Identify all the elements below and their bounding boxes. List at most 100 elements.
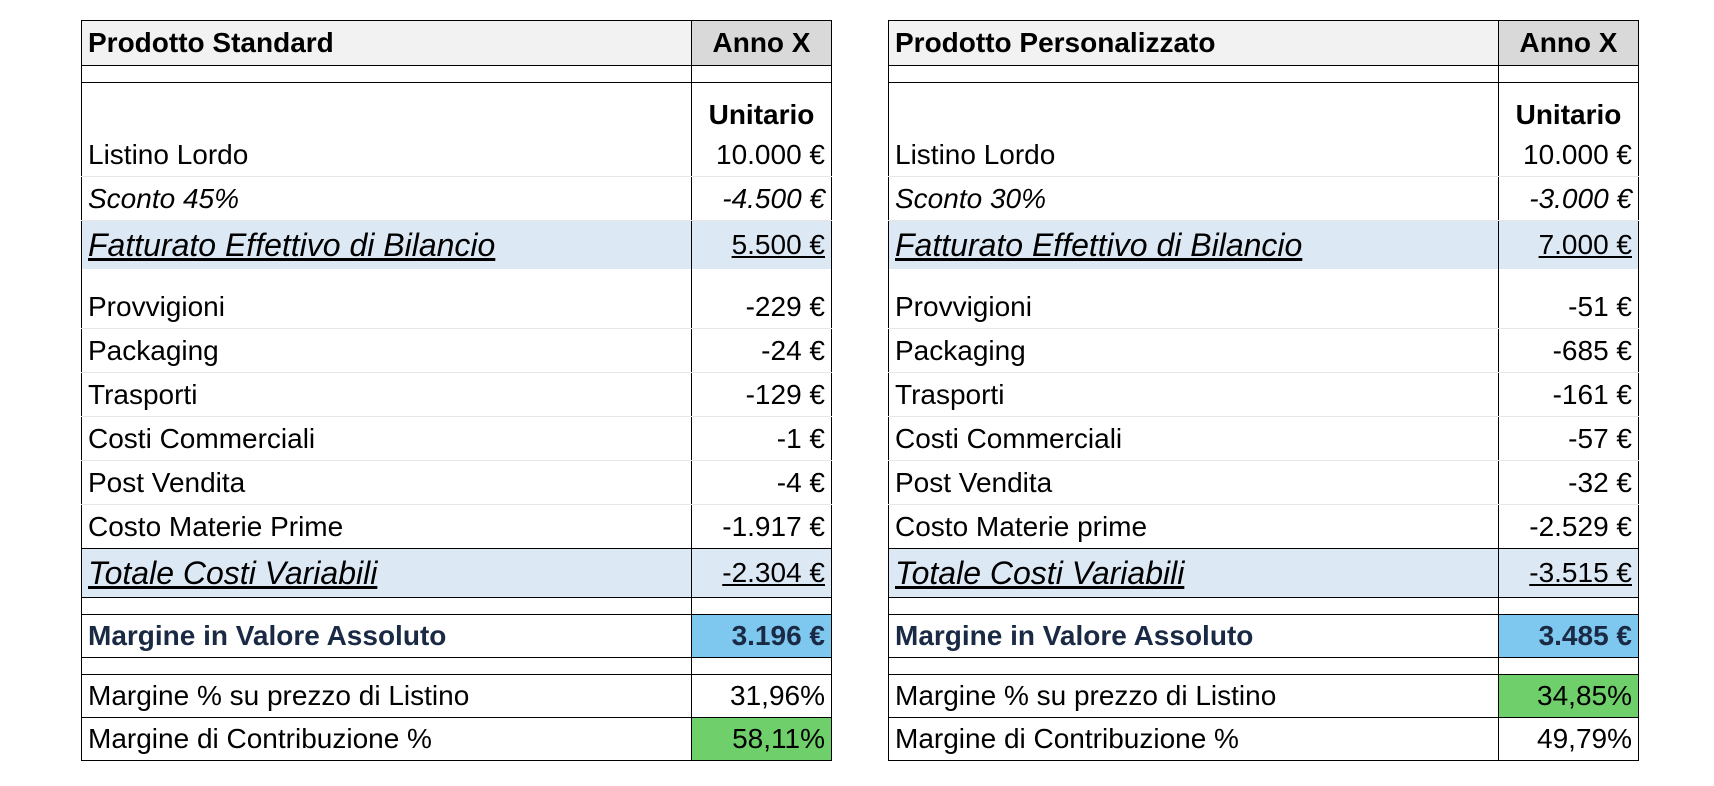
table-prodotto-standard: Prodotto Standard Anno X Unitario Listin… xyxy=(81,20,832,761)
table-row: Costi Commerciali -1 € xyxy=(81,416,832,461)
row-label: Provvigioni xyxy=(888,285,1499,329)
table-prodotto-personalizzato: Prodotto Personalizzato Anno X Unitario … xyxy=(888,20,1639,761)
row-value: -3.000 € xyxy=(1498,176,1639,221)
totale-value: -2.304 € xyxy=(691,548,832,598)
header-row: Prodotto Personalizzato Anno X xyxy=(888,20,1639,66)
spacer-cell xyxy=(691,269,832,285)
row-label: Post Vendita xyxy=(81,460,692,505)
row-label: Packaging xyxy=(81,328,692,373)
margine-listino-row: Margine % su prezzo di Listino 34,85% xyxy=(888,674,1639,718)
fatturato-value: 7.000 € xyxy=(1498,220,1639,269)
fatturato-label-text: Fatturato Effettivo di Bilancio xyxy=(895,226,1303,263)
margine-listino-row: Margine % su prezzo di Listino 31,96% xyxy=(81,674,832,718)
row-value: -229 € xyxy=(691,285,832,329)
unit-row: Unitario xyxy=(81,82,832,133)
fatturato-label: Fatturato Effettivo di Bilancio xyxy=(81,220,692,269)
spacer-cell xyxy=(81,657,692,675)
unit-header: Unitario xyxy=(691,82,832,133)
spacer-cell xyxy=(888,597,1499,615)
row-label: Costo Materie Prime xyxy=(81,504,692,549)
margine-listino-value: 31,96% xyxy=(691,674,832,718)
spacer-cell xyxy=(81,65,692,83)
fatturato-value-text: 5.500 € xyxy=(731,229,825,260)
spacer-cell xyxy=(691,657,832,675)
row-label: Trasporti xyxy=(888,372,1499,417)
row-value: -24 € xyxy=(691,328,832,373)
row-label: Listino Lordo xyxy=(81,133,692,177)
spacer-cell xyxy=(1498,597,1639,615)
margine-value: 3.196 € xyxy=(691,614,832,658)
row-value: 10.000 € xyxy=(1498,133,1639,177)
table-row: Provvigioni -229 € xyxy=(81,285,832,329)
row-label: Packaging xyxy=(888,328,1499,373)
margine-label: Margine in Valore Assoluto xyxy=(888,614,1499,658)
header-row: Prodotto Standard Anno X xyxy=(81,20,832,66)
row-value: -2.529 € xyxy=(1498,504,1639,549)
spacer-cell xyxy=(691,597,832,615)
row-value: -4 € xyxy=(691,460,832,505)
margine-contribuzione-row: Margine di Contribuzione % 49,79% xyxy=(888,717,1639,761)
fatturato-row: Fatturato Effettivo di Bilancio 7.000 € xyxy=(888,220,1639,269)
totale-row: Totale Costi Variabili -3.515 € xyxy=(888,548,1639,598)
row-label: Post Vendita xyxy=(888,460,1499,505)
margine-listino-label: Margine % su prezzo di Listino xyxy=(81,674,692,718)
table-row: Sconto 45% -4.500 € xyxy=(81,176,832,221)
period-header: Anno X xyxy=(1498,20,1639,66)
table-row: Costo Materie Prime -1.917 € xyxy=(81,504,832,549)
period-header: Anno X xyxy=(691,20,832,66)
totale-label: Totale Costi Variabili xyxy=(888,548,1499,598)
spacer-cell xyxy=(81,269,692,285)
row-value: -1 € xyxy=(691,416,832,461)
table-title: Prodotto Standard xyxy=(81,20,692,66)
totale-value-text: -3.515 € xyxy=(1529,557,1632,588)
row-value: -161 € xyxy=(1498,372,1639,417)
fatturato-label: Fatturato Effettivo di Bilancio xyxy=(888,220,1499,269)
row-value: -32 € xyxy=(1498,460,1639,505)
spacer-cell xyxy=(81,597,692,615)
row-label: Costi Commerciali xyxy=(81,416,692,461)
margine-label: Margine in Valore Assoluto xyxy=(81,614,692,658)
spacer-cell xyxy=(1498,657,1639,675)
row-label: Provvigioni xyxy=(81,285,692,329)
margine-value: 3.485 € xyxy=(1498,614,1639,658)
table-row: Packaging -24 € xyxy=(81,328,832,373)
row-label: Costo Materie prime xyxy=(888,504,1499,549)
spacer-cell xyxy=(888,657,1499,675)
table-row: Trasporti -161 € xyxy=(888,372,1639,417)
table-row: Listino Lordo 10.000 € xyxy=(81,133,832,177)
spacer-cell xyxy=(691,65,832,83)
table-row: Sconto 30% -3.000 € xyxy=(888,176,1639,221)
fatturato-value: 5.500 € xyxy=(691,220,832,269)
table-row: Listino Lordo 10.000 € xyxy=(888,133,1639,177)
fatturato-row: Fatturato Effettivo di Bilancio 5.500 € xyxy=(81,220,832,269)
margine-contribuzione-label: Margine di Contribuzione % xyxy=(888,717,1499,761)
row-value: -129 € xyxy=(691,372,832,417)
row-value: 10.000 € xyxy=(691,133,832,177)
fatturato-label-text: Fatturato Effettivo di Bilancio xyxy=(88,226,496,263)
spacer-cell xyxy=(888,269,1499,285)
table-row: Provvigioni -51 € xyxy=(888,285,1639,329)
totale-value-text: -2.304 € xyxy=(722,557,825,588)
row-label: Costi Commerciali xyxy=(888,416,1499,461)
unit-label-empty xyxy=(81,82,692,133)
totale-label: Totale Costi Variabili xyxy=(81,548,692,598)
unit-label-empty xyxy=(888,82,1499,133)
totale-label-text: Totale Costi Variabili xyxy=(88,554,378,591)
unit-row: Unitario xyxy=(888,82,1639,133)
row-label: Listino Lordo xyxy=(888,133,1499,177)
row-label: Sconto 45% xyxy=(81,176,692,221)
table-row: Post Vendita -4 € xyxy=(81,460,832,505)
totale-row: Totale Costi Variabili -2.304 € xyxy=(81,548,832,598)
spacer-cell xyxy=(1498,269,1639,285)
margine-contribuzione-value: 58,11% xyxy=(691,717,832,761)
totale-label-text: Totale Costi Variabili xyxy=(895,554,1185,591)
table-row: Costi Commerciali -57 € xyxy=(888,416,1639,461)
table-row: Post Vendita -32 € xyxy=(888,460,1639,505)
row-label: Trasporti xyxy=(81,372,692,417)
table-row: Costo Materie prime -2.529 € xyxy=(888,504,1639,549)
row-label: Sconto 30% xyxy=(888,176,1499,221)
margine-row: Margine in Valore Assoluto 3.485 € xyxy=(888,614,1639,658)
row-value: -51 € xyxy=(1498,285,1639,329)
margine-row: Margine in Valore Assoluto 3.196 € xyxy=(81,614,832,658)
margine-contribuzione-label: Margine di Contribuzione % xyxy=(81,717,692,761)
